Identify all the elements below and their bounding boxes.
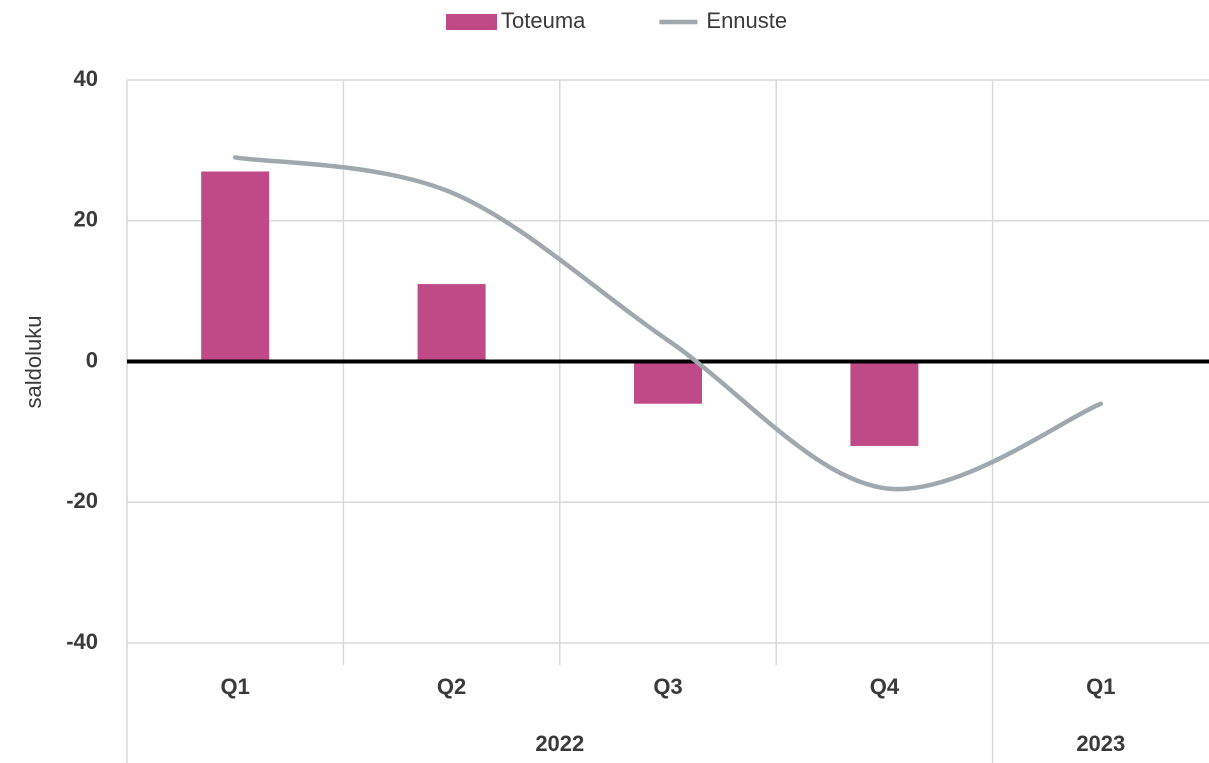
y-tick-label: -40: [66, 629, 98, 654]
bar: [850, 361, 919, 446]
y-axis-label: saldoluku: [21, 316, 46, 409]
x-tick-label: Q1: [1086, 674, 1115, 699]
bar: [634, 361, 702, 404]
x-tick-label: Q2: [437, 674, 466, 699]
y-tick-label: 40: [74, 66, 98, 91]
bar: [201, 171, 270, 362]
group-label: 2023: [1076, 731, 1125, 756]
legend-label: Ennuste: [706, 8, 787, 33]
x-tick-label: Q4: [870, 674, 900, 699]
y-tick-label: -20: [66, 488, 98, 513]
y-tick-label: 0: [86, 347, 98, 372]
x-tick-label: Q1: [221, 674, 250, 699]
x-tick-label: Q3: [653, 674, 682, 699]
y-tick-label: 20: [74, 207, 98, 232]
group-label: 2022: [535, 731, 584, 756]
legend-label: Toteuma: [501, 8, 586, 33]
line: [232, 155, 1104, 492]
bar: [417, 284, 486, 362]
legend-swatch: [446, 14, 497, 30]
